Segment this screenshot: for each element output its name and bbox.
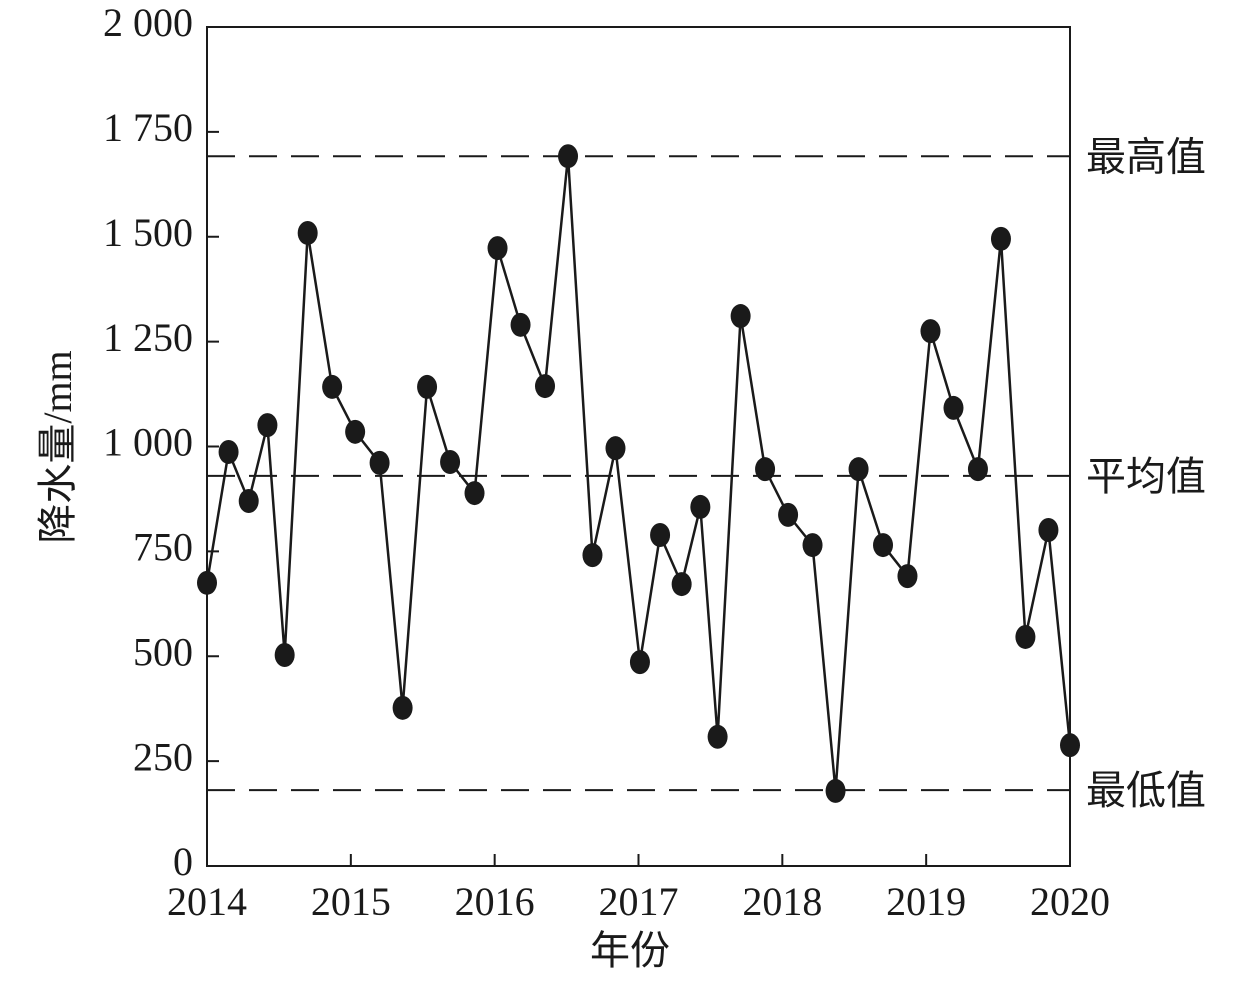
data-point [510,312,531,337]
data-point [487,236,508,261]
data-point [218,439,239,464]
x-axis-label: 年份 [590,928,670,973]
data-point [464,481,485,506]
data-point [1060,733,1080,758]
data-point [582,543,603,568]
data-point [392,695,413,720]
y-tick-label: 1 000 [103,420,193,465]
x-tick-label: 2017 [599,879,679,924]
x-tick-label: 2019 [886,879,966,924]
x-tick-label: 2018 [742,879,822,924]
reference-label: 平均值 [1086,454,1206,499]
data-point [369,450,390,475]
data-point [990,226,1011,251]
data-point [778,502,799,527]
data-point [535,374,556,399]
data-point [730,304,751,329]
data-point [440,450,461,475]
data-point [605,436,626,461]
data-point [322,374,343,399]
data-point [238,489,259,514]
data-point [345,419,366,444]
data-point [920,319,941,344]
data-point [707,724,728,749]
x-tick-label: 2015 [311,879,391,924]
data-point [755,457,776,482]
data-point [257,413,278,438]
data-point [873,533,894,558]
data-point [297,220,318,245]
data-point [825,778,846,803]
y-tick-label: 500 [133,629,193,674]
data-point [197,570,217,595]
data-point [629,650,650,675]
y-tick-label: 1 250 [103,315,193,360]
data-point [671,572,692,597]
y-tick-label: 2 000 [103,0,193,45]
data-point [690,494,711,519]
y-tick-label: 750 [133,525,193,570]
x-tick-label: 2014 [167,879,247,924]
data-point [417,374,438,399]
y-tick-label: 250 [133,734,193,779]
data-point [897,564,918,589]
data-point [650,523,671,548]
data-point [558,144,579,169]
x-tick-label: 2020 [1030,879,1110,924]
y-tick-label: 0 [173,839,193,884]
y-tick-label: 1 750 [103,105,193,150]
data-point [1038,517,1059,542]
data-point [274,642,295,667]
data-point [848,457,869,482]
data-point [943,395,964,420]
series-line [205,156,1072,792]
plot-frame [206,26,1071,867]
data-point [1015,624,1036,649]
reference-label: 最高值 [1086,134,1206,179]
reference-label: 最低值 [1086,768,1206,813]
x-tick-label: 2016 [455,879,535,924]
data-point [967,457,988,482]
data-point [802,533,823,558]
y-axis-label: 降水量/mm [35,350,80,543]
y-tick-label: 1 500 [103,210,193,255]
